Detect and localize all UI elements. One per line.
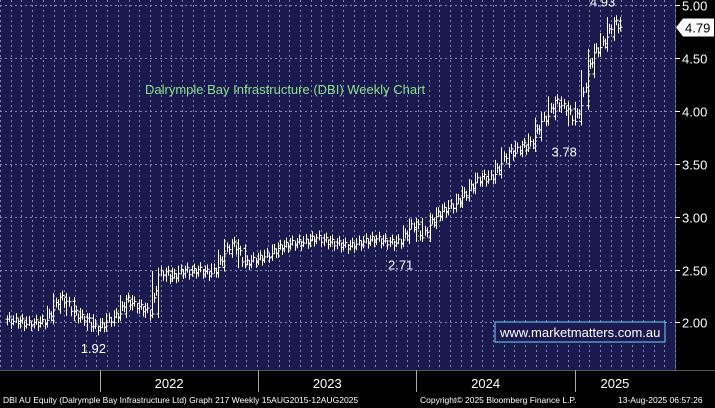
watermark: www.marketmatters.com.au <box>494 321 666 343</box>
chart-title: Dalrymple Bay Infrastructure (DBI) Weekl… <box>145 82 425 97</box>
watermark-text: www.marketmatters.com.au <box>499 325 660 340</box>
price-annotation: 3.78 <box>552 144 577 159</box>
y-tick-label: 3.50 <box>682 158 707 173</box>
last-price-tag-box <box>676 18 714 37</box>
y-tick-label: 4.00 <box>682 105 707 120</box>
y-tick-labels: 2.00 2.50 3.00 3.50 4.00 4.50 5.00 <box>675 0 707 331</box>
watermark-box <box>494 321 666 343</box>
price-annotation: 2.71 <box>388 257 413 272</box>
x-tick-label: 2025 <box>600 376 629 391</box>
y-tick-label: 2.00 <box>682 316 707 331</box>
price-series <box>5 15 623 336</box>
last-price-tag: 4.79 <box>676 18 714 37</box>
price-annotation: 4.93 <box>590 0 615 10</box>
footer-right: 13-Aug-2025 06:57:26 <box>618 395 703 405</box>
x-tick-label: 2022 <box>155 376 184 391</box>
x-axis-panel <box>0 370 715 392</box>
y-tick-label: 5.00 <box>682 0 707 14</box>
last-price-label: 4.79 <box>685 20 710 35</box>
footer-panel <box>0 392 715 408</box>
price-annotation: 1.92 <box>81 341 106 356</box>
y-tick-label: 2.50 <box>682 264 707 279</box>
y-axis-panel <box>675 0 715 370</box>
plot-area <box>0 0 675 370</box>
y-tick-label: 4.50 <box>682 52 707 67</box>
x-tick-label: 2023 <box>313 376 342 391</box>
x-tick-labels: 2022 2023 2024 2025 <box>100 370 629 392</box>
footer-center: Copyright© 2025 Bloomberg Finance L.P. <box>420 395 576 405</box>
y-tick-label: 3.00 <box>682 211 707 226</box>
x-tick-label: 2024 <box>471 376 500 391</box>
footer-left: DBI AU Equity (Dalrymple Bay Infrastruct… <box>3 395 358 405</box>
price-annotations: 1.92 2.71 3.78 4.93 <box>81 0 616 356</box>
